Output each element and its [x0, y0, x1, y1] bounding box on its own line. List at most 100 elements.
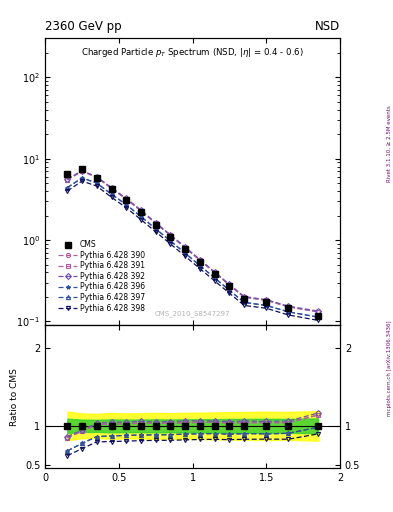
Pythia 6.428 391: [153, 220, 158, 226]
Pythia 6.428 398: [227, 290, 232, 296]
Pythia 6.428 392: [264, 296, 269, 303]
Pythia 6.428 398: [168, 241, 173, 247]
Pythia 6.428 391: [109, 185, 114, 191]
CMS: [65, 171, 70, 177]
Pythia 6.428 398: [286, 312, 291, 318]
Pythia 6.428 396: [212, 275, 217, 281]
Pythia 6.428 396: [198, 263, 202, 269]
Pythia 6.428 397: [212, 275, 217, 281]
Pythia 6.428 397: [227, 287, 232, 293]
Pythia 6.428 397: [153, 226, 158, 232]
Pythia 6.428 397: [242, 300, 246, 306]
Pythia 6.428 390: [109, 185, 114, 191]
Pythia 6.428 390: [80, 168, 84, 174]
Text: Charged Particle $p_T$ Spectrum (NSD, $|\eta|$ = 0.4 - 0.6): Charged Particle $p_T$ Spectrum (NSD, $|…: [81, 46, 304, 58]
CMS: [80, 166, 84, 172]
Pythia 6.428 396: [183, 250, 187, 257]
Text: Rivet 3.1.10, ≥ 2.5M events: Rivet 3.1.10, ≥ 2.5M events: [387, 105, 392, 182]
Pythia 6.428 396: [286, 309, 291, 315]
Pythia 6.428 397: [198, 263, 202, 269]
CMS: [153, 222, 158, 228]
Pythia 6.428 391: [286, 304, 291, 310]
CMS: [168, 233, 173, 240]
Pythia 6.428 390: [264, 297, 269, 303]
Pythia 6.428 390: [286, 304, 291, 310]
Pythia 6.428 397: [264, 303, 269, 309]
Line: Pythia 6.428 398: Pythia 6.428 398: [65, 179, 320, 323]
Text: 2360 GeV pp: 2360 GeV pp: [45, 20, 122, 33]
Pythia 6.428 391: [316, 309, 320, 315]
Pythia 6.428 391: [139, 208, 143, 214]
Line: Pythia 6.428 397: Pythia 6.428 397: [65, 176, 320, 319]
CMS: [286, 305, 291, 311]
Legend: CMS, Pythia 6.428 390, Pythia 6.428 391, Pythia 6.428 392, Pythia 6.428 396, Pyt: CMS, Pythia 6.428 390, Pythia 6.428 391,…: [55, 237, 148, 315]
Pythia 6.428 392: [80, 167, 84, 174]
Pythia 6.428 390: [183, 245, 187, 251]
CMS: [227, 283, 232, 289]
Pythia 6.428 397: [94, 180, 99, 186]
Pythia 6.428 391: [65, 177, 70, 183]
Pythia 6.428 396: [65, 184, 70, 190]
Pythia 6.428 392: [212, 269, 217, 275]
Pythia 6.428 396: [94, 180, 99, 186]
Pythia 6.428 396: [139, 214, 143, 220]
Text: CMS_2010_S8547297: CMS_2010_S8547297: [155, 310, 230, 316]
Pythia 6.428 396: [168, 238, 173, 244]
Pythia 6.428 392: [153, 220, 158, 226]
Pythia 6.428 391: [198, 257, 202, 263]
Line: Pythia 6.428 390: Pythia 6.428 390: [65, 169, 320, 314]
Pythia 6.428 398: [65, 188, 70, 194]
Pythia 6.428 397: [286, 309, 291, 315]
Pythia 6.428 398: [139, 217, 143, 223]
Pythia 6.428 390: [198, 257, 202, 263]
CMS: [264, 298, 269, 305]
CMS: [109, 186, 114, 193]
Pythia 6.428 397: [80, 175, 84, 181]
Pythia 6.428 396: [109, 191, 114, 197]
Pythia 6.428 397: [168, 238, 173, 244]
Pythia 6.428 390: [139, 208, 143, 214]
Pythia 6.428 392: [65, 176, 70, 182]
Pythia 6.428 396: [153, 226, 158, 232]
CMS: [198, 259, 202, 265]
Pythia 6.428 391: [264, 297, 269, 303]
Pythia 6.428 390: [168, 232, 173, 239]
CMS: [242, 295, 246, 302]
CMS: [316, 313, 320, 319]
Pythia 6.428 396: [316, 314, 320, 320]
Pythia 6.428 392: [139, 207, 143, 213]
Pythia 6.428 396: [264, 303, 269, 309]
Pythia 6.428 397: [183, 250, 187, 257]
Pythia 6.428 392: [124, 195, 129, 201]
Pythia 6.428 398: [94, 183, 99, 189]
Pythia 6.428 397: [109, 191, 114, 197]
CMS: [94, 175, 99, 181]
Pythia 6.428 391: [227, 282, 232, 288]
Pythia 6.428 398: [316, 317, 320, 324]
Pythia 6.428 392: [94, 174, 99, 180]
Pythia 6.428 398: [183, 253, 187, 260]
CMS: [183, 246, 187, 252]
Y-axis label: Ratio to CMS: Ratio to CMS: [10, 368, 19, 426]
Pythia 6.428 390: [242, 294, 246, 301]
Pythia 6.428 392: [198, 257, 202, 263]
Pythia 6.428 398: [212, 278, 217, 284]
Pythia 6.428 391: [80, 168, 84, 174]
Pythia 6.428 391: [94, 174, 99, 180]
Text: mcplots.cern.ch [arXiv:1306.3436]: mcplots.cern.ch [arXiv:1306.3436]: [387, 321, 392, 416]
Pythia 6.428 398: [198, 266, 202, 272]
Line: Pythia 6.428 391: Pythia 6.428 391: [65, 169, 320, 314]
Pythia 6.428 392: [286, 303, 291, 309]
Pythia 6.428 397: [124, 202, 129, 208]
Pythia 6.428 396: [124, 202, 129, 208]
Pythia 6.428 392: [316, 308, 320, 314]
Pythia 6.428 396: [80, 175, 84, 181]
CMS: [124, 197, 129, 203]
Pythia 6.428 390: [94, 174, 99, 180]
Pythia 6.428 390: [316, 309, 320, 315]
Line: CMS: CMS: [64, 166, 321, 319]
Pythia 6.428 391: [168, 232, 173, 239]
Pythia 6.428 398: [264, 305, 269, 311]
Pythia 6.428 390: [212, 270, 217, 276]
Pythia 6.428 391: [242, 294, 246, 301]
